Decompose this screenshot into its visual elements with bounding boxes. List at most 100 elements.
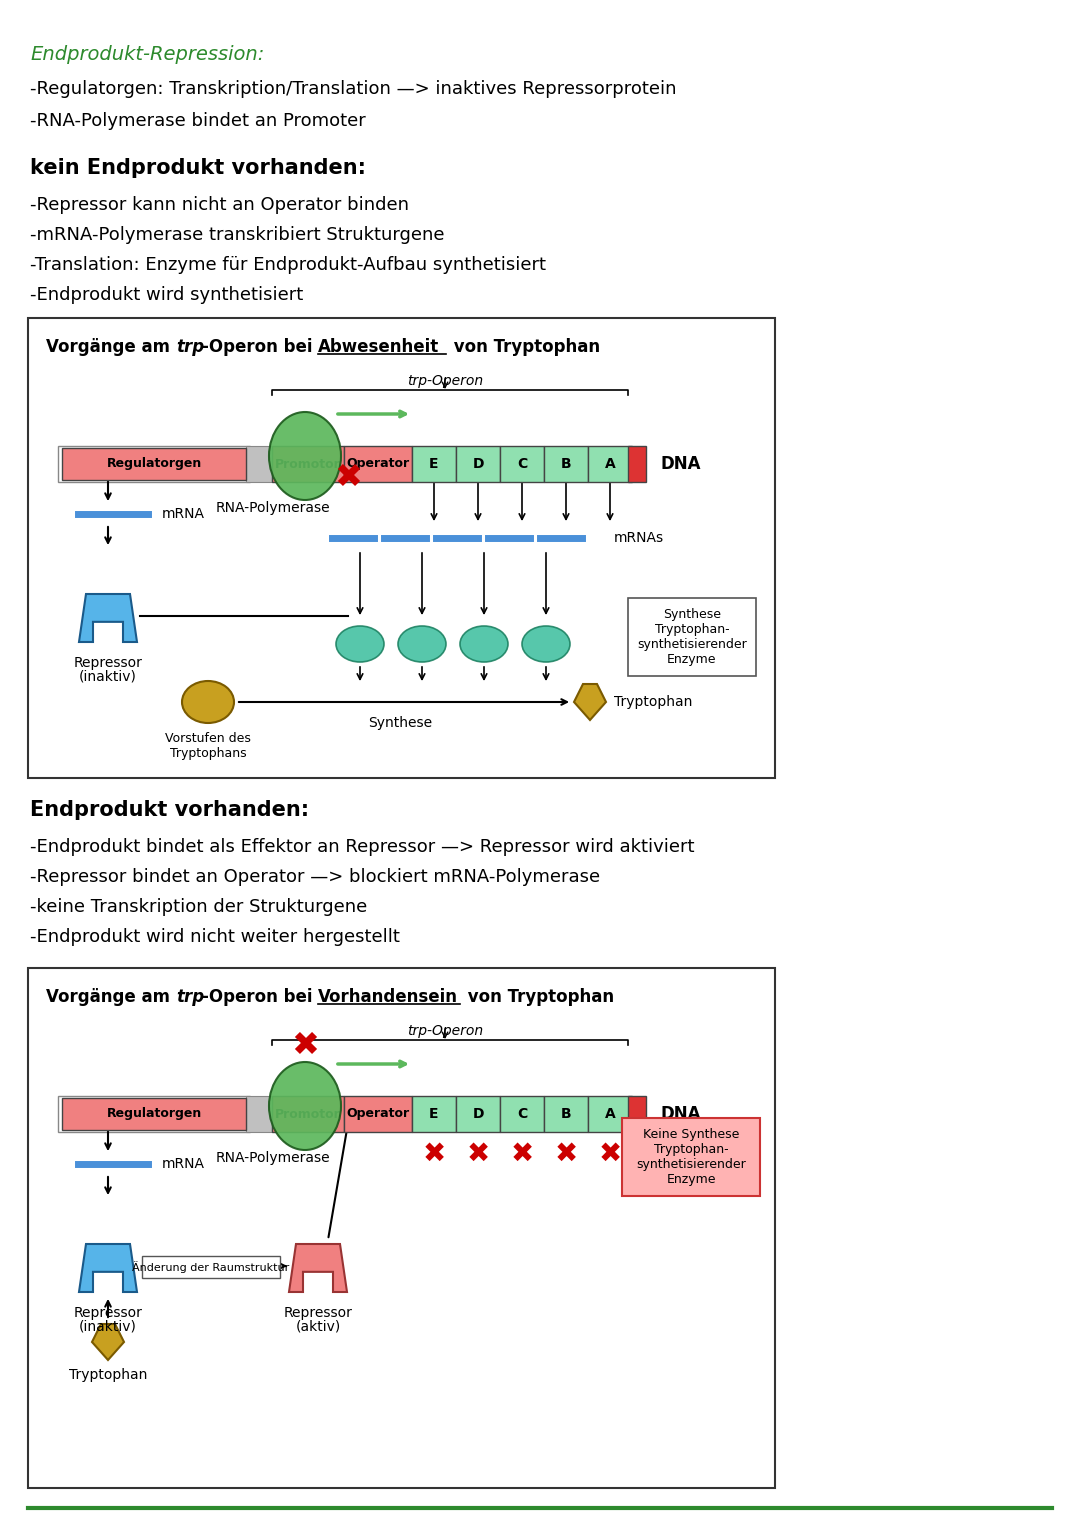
Text: -RNA-Polymerase bindet an Promoter: -RNA-Polymerase bindet an Promoter bbox=[30, 111, 366, 130]
Ellipse shape bbox=[336, 626, 384, 663]
Text: -Repressor kann nicht an Operator binden: -Repressor kann nicht an Operator binden bbox=[30, 195, 409, 214]
Text: RNA-Polymerase: RNA-Polymerase bbox=[216, 501, 330, 515]
Bar bbox=[627, 446, 646, 483]
Polygon shape bbox=[92, 1324, 124, 1361]
Text: ✖: ✖ bbox=[598, 1141, 622, 1168]
Text: Synthese
Tryptophan-
synthetisierender
Enzyme: Synthese Tryptophan- synthetisierender E… bbox=[637, 608, 747, 666]
Bar bbox=[500, 1096, 544, 1132]
Text: mRNAs: mRNAs bbox=[615, 531, 664, 545]
Text: -Regulatorgen: Transkription/Translation —> inaktives Repressorprotein: -Regulatorgen: Transkription/Translation… bbox=[30, 79, 676, 98]
Text: Regulatorgen: Regulatorgen bbox=[106, 1107, 202, 1121]
Ellipse shape bbox=[522, 626, 570, 663]
Bar bbox=[272, 446, 345, 483]
Text: Endprodukt vorhanden:: Endprodukt vorhanden: bbox=[30, 800, 309, 820]
Text: B: B bbox=[561, 1107, 571, 1121]
Ellipse shape bbox=[460, 626, 508, 663]
Bar bbox=[456, 446, 500, 483]
Text: Promotor: Promotor bbox=[275, 458, 341, 470]
Text: -mRNA-Polymerase transkribiert Strukturgene: -mRNA-Polymerase transkribiert Strukturg… bbox=[30, 226, 445, 244]
Bar bbox=[544, 446, 588, 483]
Bar bbox=[627, 599, 756, 676]
Text: Vorgänge am: Vorgänge am bbox=[46, 988, 176, 1006]
Text: (inaktiv): (inaktiv) bbox=[79, 670, 137, 684]
Text: von Tryptophan: von Tryptophan bbox=[448, 337, 600, 356]
Text: trp: trp bbox=[176, 337, 204, 356]
Ellipse shape bbox=[399, 626, 446, 663]
Text: D: D bbox=[472, 457, 484, 470]
Text: Vorstufen des
Tryptophans: Vorstufen des Tryptophans bbox=[165, 731, 251, 760]
Text: Operator: Operator bbox=[347, 1107, 409, 1121]
Bar bbox=[345, 446, 411, 483]
Text: -Operon bei: -Operon bei bbox=[202, 337, 319, 356]
Text: E: E bbox=[429, 1107, 438, 1121]
Text: trp-Operon: trp-Operon bbox=[407, 374, 483, 388]
Text: Operator: Operator bbox=[347, 458, 409, 470]
Text: -keine Transkription der Strukturgene: -keine Transkription der Strukturgene bbox=[30, 898, 367, 916]
Text: ✖: ✖ bbox=[467, 1141, 489, 1168]
Bar bbox=[456, 1096, 500, 1132]
Bar bbox=[246, 1096, 272, 1132]
Text: RNA-Polymerase: RNA-Polymerase bbox=[216, 1151, 330, 1165]
Bar bbox=[588, 1096, 632, 1132]
Bar bbox=[28, 968, 775, 1487]
Text: D: D bbox=[472, 1107, 484, 1121]
Text: A: A bbox=[605, 1107, 616, 1121]
Polygon shape bbox=[79, 1245, 137, 1292]
Ellipse shape bbox=[183, 681, 234, 722]
Text: trp-Operon: trp-Operon bbox=[407, 1025, 483, 1038]
Text: Repressor: Repressor bbox=[73, 1306, 143, 1319]
Text: Vorhandensein: Vorhandensein bbox=[318, 988, 458, 1006]
Text: -Endprodukt bindet als Effektor an Repressor —> Repressor wird aktiviert: -Endprodukt bindet als Effektor an Repre… bbox=[30, 838, 694, 857]
Bar bbox=[246, 446, 272, 483]
Ellipse shape bbox=[269, 1061, 341, 1150]
Text: ✖: ✖ bbox=[291, 1029, 319, 1063]
Text: mRNA: mRNA bbox=[162, 1157, 205, 1171]
Bar bbox=[345, 1096, 411, 1132]
Text: trp: trp bbox=[176, 988, 204, 1006]
Polygon shape bbox=[573, 684, 606, 721]
Bar bbox=[411, 446, 456, 483]
Text: mRNA: mRNA bbox=[162, 507, 205, 521]
Text: C: C bbox=[517, 457, 527, 470]
Bar bbox=[622, 1118, 760, 1196]
Text: -Endprodukt wird nicht weiter hergestellt: -Endprodukt wird nicht weiter hergestell… bbox=[30, 928, 400, 947]
Text: Tryptophan: Tryptophan bbox=[69, 1368, 147, 1382]
Text: Keine Synthese
Tryptophan-
synthetisierender
Enzyme: Keine Synthese Tryptophan- synthetisiere… bbox=[636, 1128, 746, 1186]
Text: Vorgänge am: Vorgänge am bbox=[46, 337, 176, 356]
Text: ✖: ✖ bbox=[334, 461, 362, 495]
Text: -Endprodukt wird synthetisiert: -Endprodukt wird synthetisiert bbox=[30, 286, 303, 304]
Text: ✖: ✖ bbox=[511, 1141, 534, 1168]
Text: Repressor: Repressor bbox=[284, 1306, 352, 1319]
Text: Tryptophan: Tryptophan bbox=[615, 695, 692, 709]
Text: ✖: ✖ bbox=[554, 1141, 578, 1168]
Text: E: E bbox=[429, 457, 438, 470]
Bar bbox=[627, 1096, 646, 1132]
Bar bbox=[500, 446, 544, 483]
Bar bbox=[62, 1098, 246, 1130]
Bar bbox=[58, 446, 249, 483]
Text: Synthese: Synthese bbox=[368, 716, 432, 730]
Polygon shape bbox=[289, 1245, 347, 1292]
Text: kein Endprodukt vorhanden:: kein Endprodukt vorhanden: bbox=[30, 157, 366, 179]
Text: Repressor: Repressor bbox=[73, 657, 143, 670]
Text: -Repressor bindet an Operator —> blockiert mRNA-Polymerase: -Repressor bindet an Operator —> blockie… bbox=[30, 867, 600, 886]
Text: Abwesenheit: Abwesenheit bbox=[318, 337, 440, 356]
Bar bbox=[58, 1096, 249, 1132]
Polygon shape bbox=[79, 594, 137, 641]
Bar bbox=[588, 446, 632, 483]
Text: (aktiv): (aktiv) bbox=[295, 1319, 340, 1335]
Text: B: B bbox=[561, 457, 571, 470]
Text: ✖: ✖ bbox=[422, 1141, 446, 1168]
Bar bbox=[141, 1257, 280, 1278]
Text: (inaktiv): (inaktiv) bbox=[79, 1319, 137, 1335]
Bar bbox=[62, 447, 246, 479]
Text: Regulatorgen: Regulatorgen bbox=[106, 458, 202, 470]
Bar bbox=[544, 1096, 588, 1132]
Text: Änderung der Raumstruktur: Änderung der Raumstruktur bbox=[133, 1261, 289, 1274]
Text: A: A bbox=[605, 457, 616, 470]
Text: -Translation: Enzyme für Endprodukt-Aufbau synthetisiert: -Translation: Enzyme für Endprodukt-Aufb… bbox=[30, 257, 546, 273]
Text: DNA: DNA bbox=[660, 455, 701, 473]
Text: -Operon bei: -Operon bei bbox=[202, 988, 319, 1006]
Text: DNA: DNA bbox=[660, 1106, 701, 1122]
Text: Promotor: Promotor bbox=[275, 1107, 341, 1121]
